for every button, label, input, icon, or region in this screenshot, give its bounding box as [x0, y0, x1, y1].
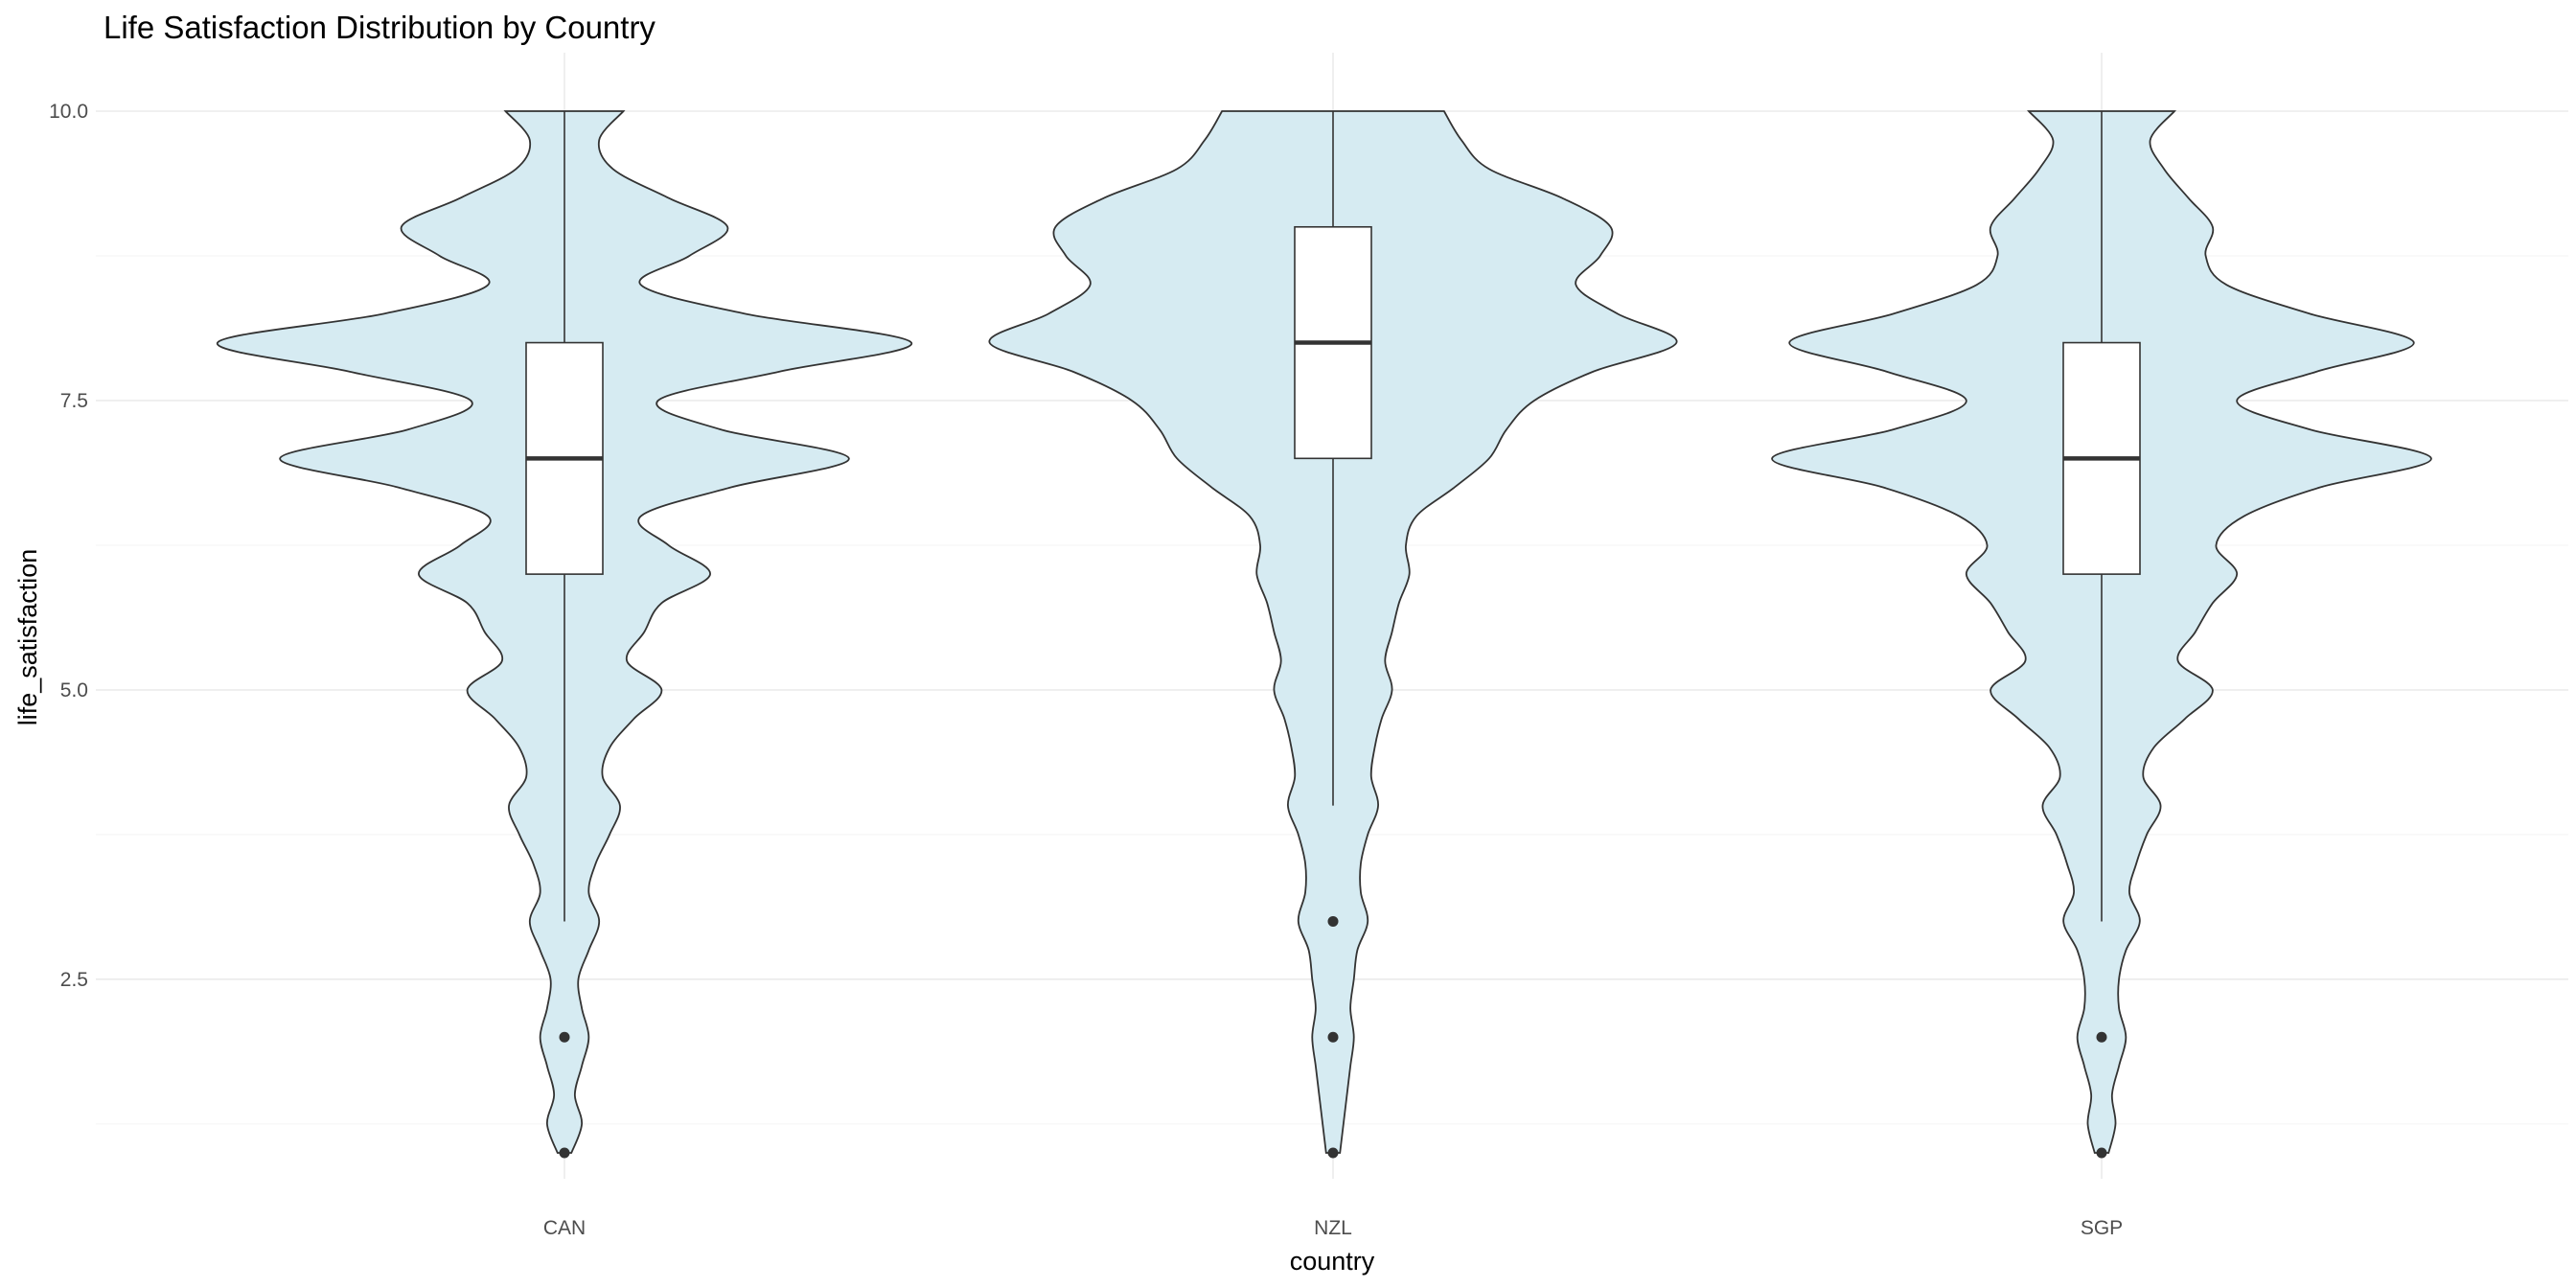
chart-title: Life Satisfaction Distribution by Countr… [104, 10, 656, 45]
outlier-point [2096, 1147, 2107, 1159]
outlier-point [559, 1031, 570, 1043]
x-axis-title: country [1290, 1247, 1375, 1276]
x-tick-label: SGP [2081, 1217, 2123, 1239]
y-axis-title: life_satisfaction [13, 549, 42, 726]
outlier-point [1327, 1031, 1339, 1043]
x-tick-label: CAN [543, 1217, 586, 1239]
x-axis-ticks: CAN NZL SGP [543, 1217, 2123, 1239]
y-axis-ticks: 2.5 5.0 7.5 10.0 [49, 101, 88, 991]
outlier-point [2096, 1031, 2107, 1043]
y-tick-label: 7.5 [60, 390, 88, 412]
y-tick-label: 10.0 [49, 101, 88, 123]
violin-group-sgp [1771, 110, 2432, 1159]
y-tick-label: 2.5 [60, 969, 88, 991]
outlier-point [1327, 1147, 1339, 1159]
x-tick-label: NZL [1314, 1217, 1352, 1239]
y-tick-label: 5.0 [60, 679, 88, 702]
outlier-point [1327, 915, 1339, 927]
outlier-point [559, 1147, 570, 1159]
violin-group-can [217, 110, 912, 1159]
violins [217, 110, 2432, 1159]
violin-group-nzl [988, 110, 1678, 1159]
